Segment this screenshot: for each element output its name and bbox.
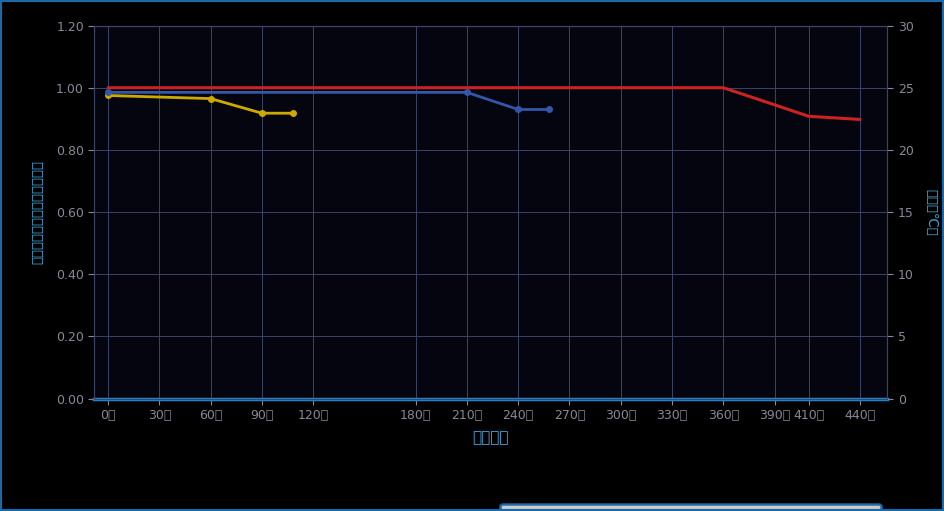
B社次亜水: [256, 110, 267, 117]
当社次亜水（イオン交換製法）: [256, 85, 267, 91]
X-axis label: 経過日数: 経過日数: [473, 430, 509, 445]
B社次亜水: [102, 92, 113, 99]
Legend: 当社次亜水（イオン交換製法）, A社次亜水, B社次亜水: 当社次亜水（イオン交換製法）, A社次亜水, B社次亜水: [500, 504, 881, 511]
当社次亜水（イオン交換製法）: [803, 113, 815, 120]
当社次亜水（イオン交換製法）: [666, 85, 678, 91]
当社次亜水（イオン交換製法）: [410, 85, 421, 91]
当社次亜水（イオン交換製法）: [854, 117, 866, 123]
B社次亜水: [287, 110, 298, 117]
Line: B社次亜水: B社次亜水: [106, 92, 295, 116]
当社次亜水（イオン交換製法）: [615, 85, 627, 91]
当社次亜水（イオン交換製法）: [205, 85, 216, 91]
Y-axis label: 室温（℃）: 室温（℃）: [925, 189, 937, 236]
当社次亜水（イオン交換製法）: [154, 85, 165, 91]
A社次亜水: [102, 89, 113, 96]
A社次亜水: [544, 106, 555, 112]
A社次亜水: [462, 89, 473, 96]
Line: 当社次亜水（イオン交換製法）: 当社次亜水（イオン交換製法）: [108, 88, 860, 120]
A社次亜水: [513, 106, 524, 112]
当社次亜水（イオン交換製法）: [769, 102, 781, 108]
当社次亜水（イオン交換製法）: [513, 85, 524, 91]
当社次亜水（イオン交換製法）: [564, 85, 575, 91]
Line: A社次亜水: A社次亜水: [106, 89, 551, 112]
当社次亜水（イオン交換製法）: [717, 85, 729, 91]
当社次亜水（イオン交換製法）: [308, 85, 319, 91]
当社次亜水（イオン交換製法）: [102, 85, 113, 91]
B社次亜水: [205, 96, 216, 102]
Y-axis label: 次亜塩素酸成分残留率（％）: 次亜塩素酸成分残留率（％）: [32, 160, 45, 264]
当社次亜水（イオン交換製法）: [462, 85, 473, 91]
